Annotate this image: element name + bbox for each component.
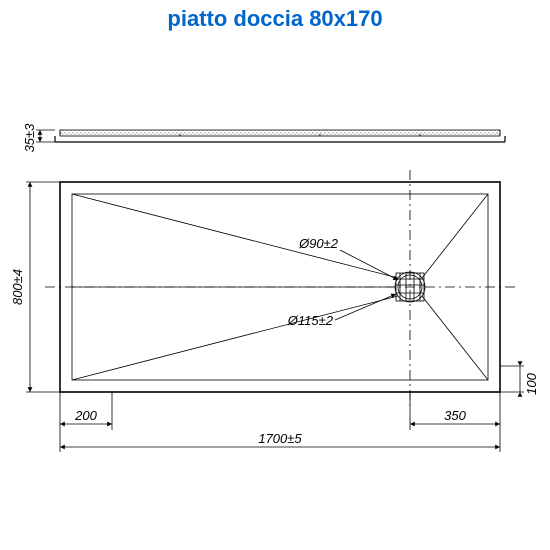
dim-top-offset: 100 xyxy=(500,366,539,395)
technical-drawing: 35±3 Ø90±2 Ø115±2 xyxy=(0,32,550,542)
dim-profile-height: 35±3 xyxy=(22,123,37,153)
drawing-title: piatto doccia 80x170 xyxy=(0,0,550,32)
dim-drain-d1: Ø90±2 xyxy=(298,236,339,251)
dim-bottom: 200 350 1700±5 xyxy=(60,392,500,452)
dim-height-label: 800±4 xyxy=(10,269,25,305)
dim-left-offset: 200 xyxy=(74,408,97,423)
profile-view: 35±3 xyxy=(22,123,505,153)
plan-view: Ø90±2 Ø115±2 xyxy=(45,170,515,407)
dim-right-offset: 350 xyxy=(444,408,466,423)
dim-top-offset-label: 100 xyxy=(524,372,539,394)
dim-drain-d2: Ø115±2 xyxy=(287,313,334,328)
dim-width: 1700±5 xyxy=(258,431,302,446)
